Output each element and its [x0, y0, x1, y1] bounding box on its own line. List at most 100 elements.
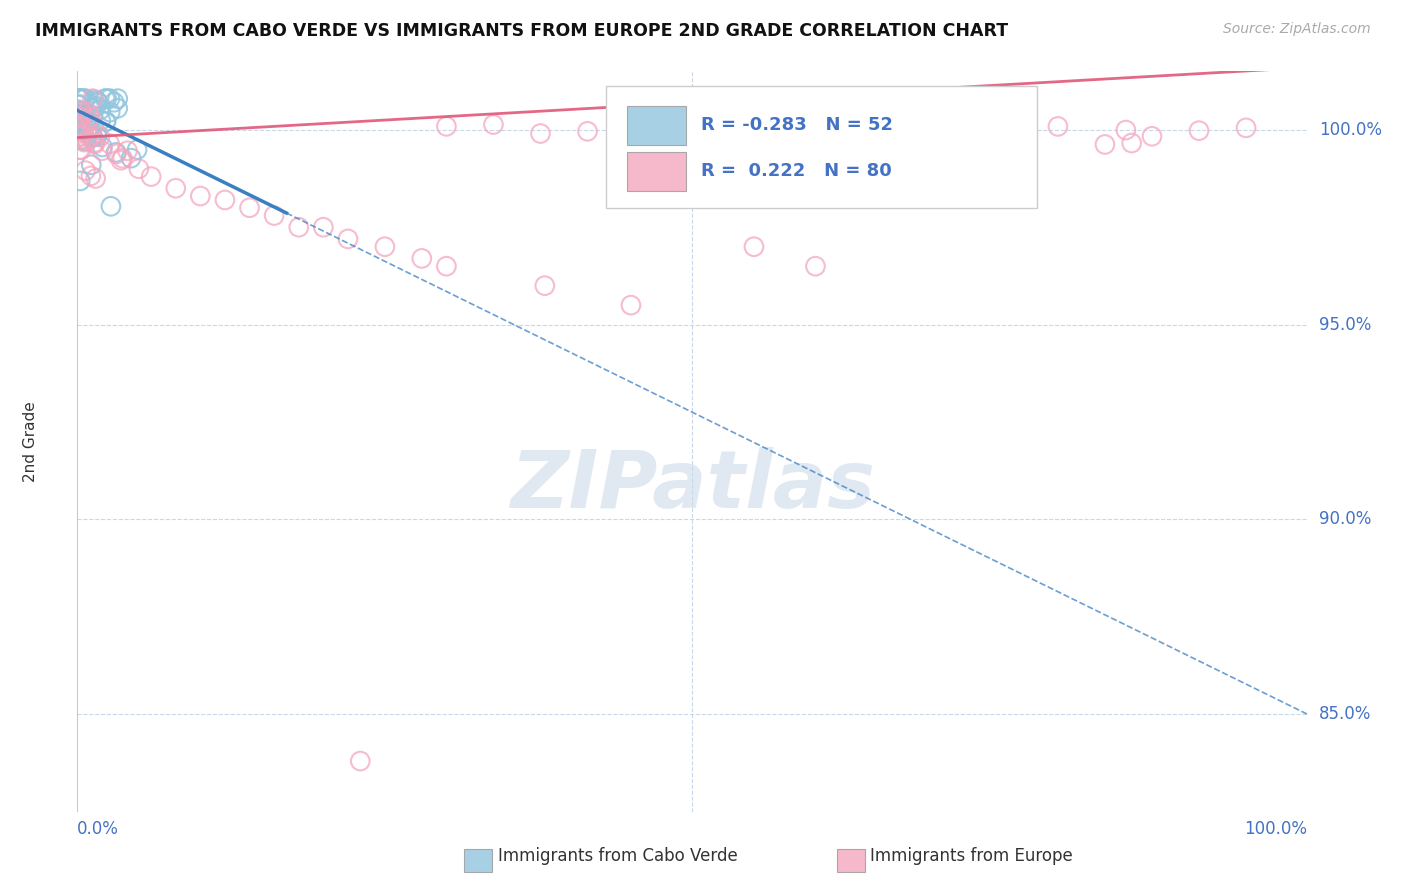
Point	[72, 120, 94, 135]
Point	[82, 101, 104, 115]
Point	[91, 140, 114, 154]
Point	[75, 92, 97, 106]
Point	[953, 129, 976, 144]
Point	[90, 103, 112, 117]
Point	[72, 92, 94, 106]
Text: R =  0.222   N = 80: R = 0.222 N = 80	[702, 162, 891, 180]
Point	[651, 121, 673, 136]
Point	[111, 151, 134, 165]
Point	[79, 130, 101, 145]
Point	[1046, 120, 1069, 134]
Point	[67, 118, 90, 132]
Text: 95.0%: 95.0%	[1319, 316, 1371, 334]
Point	[69, 129, 91, 144]
Point	[69, 110, 91, 124]
Point	[86, 129, 108, 144]
Point	[811, 126, 834, 140]
Point	[83, 136, 105, 151]
Point	[1094, 137, 1116, 152]
Point	[529, 127, 551, 141]
Point	[98, 92, 121, 106]
Point	[82, 129, 104, 144]
Point	[76, 113, 98, 128]
Point	[980, 128, 1002, 143]
Point	[120, 151, 142, 165]
Point	[67, 92, 90, 106]
Point	[110, 153, 132, 168]
Point	[80, 158, 103, 172]
Point	[1000, 127, 1022, 141]
Point	[436, 120, 458, 134]
Point	[859, 124, 882, 138]
Point	[69, 107, 91, 121]
Point	[76, 127, 98, 141]
Point	[96, 92, 118, 106]
Point	[69, 92, 91, 106]
Point	[70, 104, 93, 119]
Text: 100.0%: 100.0%	[1244, 820, 1308, 838]
Point	[105, 145, 128, 160]
Point	[80, 169, 103, 183]
Point	[1121, 136, 1143, 150]
Point	[620, 298, 643, 312]
Point	[69, 127, 91, 141]
Point	[82, 92, 104, 106]
Point	[82, 119, 104, 133]
Point	[1115, 123, 1137, 137]
Point	[717, 125, 740, 139]
Point	[70, 92, 93, 106]
Point	[98, 136, 121, 151]
Point	[69, 92, 91, 106]
Point	[73, 104, 96, 119]
FancyBboxPatch shape	[606, 87, 1038, 209]
Text: ZIPatlas: ZIPatlas	[510, 447, 875, 525]
Text: 0.0%: 0.0%	[77, 820, 120, 838]
Point	[105, 147, 128, 161]
Point	[165, 181, 187, 195]
Point	[69, 119, 91, 133]
Point	[576, 124, 599, 138]
Point	[127, 143, 149, 157]
Point	[67, 103, 90, 117]
Point	[436, 259, 458, 273]
Point	[288, 220, 311, 235]
Point	[70, 132, 93, 146]
Point	[411, 252, 433, 266]
Text: 100.0%: 100.0%	[1319, 120, 1382, 139]
Point	[239, 201, 262, 215]
Point	[76, 134, 98, 148]
Point	[75, 163, 97, 178]
Point	[98, 105, 121, 120]
Point	[67, 122, 90, 136]
Text: 90.0%: 90.0%	[1319, 510, 1371, 528]
Point	[613, 125, 636, 139]
Point	[90, 113, 112, 128]
Point	[89, 130, 111, 145]
Point	[67, 111, 90, 125]
Point	[374, 240, 396, 254]
Point	[73, 123, 96, 137]
Point	[83, 93, 105, 107]
Point	[91, 144, 114, 158]
Point	[107, 101, 129, 115]
Point	[128, 161, 150, 176]
Point	[86, 127, 108, 141]
Text: Source: ZipAtlas.com: Source: ZipAtlas.com	[1223, 22, 1371, 37]
Point	[67, 92, 90, 106]
Point	[896, 132, 918, 146]
Text: R = -0.283   N = 52: R = -0.283 N = 52	[702, 117, 893, 135]
Point	[337, 232, 360, 246]
Point	[658, 129, 681, 144]
Point	[905, 131, 928, 145]
Point	[82, 109, 104, 123]
Point	[100, 199, 122, 213]
Text: Immigrants from Cabo Verde: Immigrants from Cabo Verde	[498, 847, 738, 865]
Point	[107, 92, 129, 106]
Point	[1188, 123, 1211, 137]
Point	[67, 143, 90, 157]
Point	[312, 220, 335, 235]
Text: 85.0%: 85.0%	[1319, 706, 1371, 723]
Text: 2nd Grade: 2nd Grade	[22, 401, 38, 482]
Point	[82, 130, 104, 145]
Point	[86, 94, 108, 108]
